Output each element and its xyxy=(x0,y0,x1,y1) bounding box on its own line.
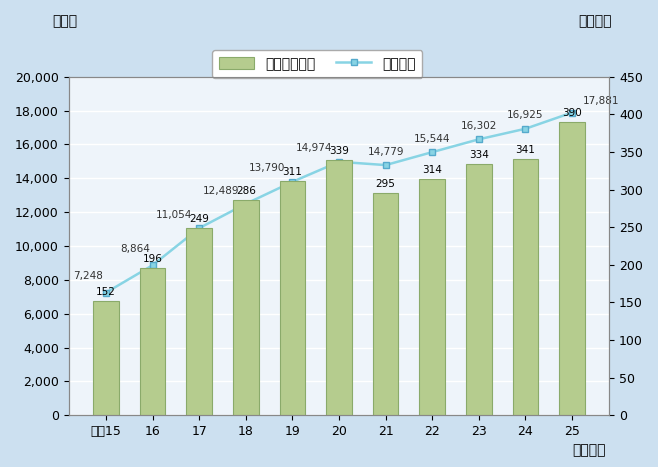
実施件数 xyxy=(195,226,203,231)
Legend: 研究費受入額, 実施件数: 研究費受入額, 実施件数 xyxy=(213,50,422,78)
実施件数 xyxy=(149,262,157,268)
Text: （億円）: （億円） xyxy=(578,14,612,28)
実施件数 xyxy=(242,201,250,207)
Bar xyxy=(186,228,212,415)
Text: 339: 339 xyxy=(329,146,349,156)
実施件数 xyxy=(475,136,483,142)
Text: 286: 286 xyxy=(236,186,256,196)
Text: 295: 295 xyxy=(376,179,395,189)
Bar xyxy=(93,301,119,415)
Text: （年度）: （年度） xyxy=(572,444,605,458)
実施件数 xyxy=(428,149,436,155)
Text: 14,779: 14,779 xyxy=(367,147,404,157)
Bar xyxy=(373,193,398,415)
Bar xyxy=(466,164,492,415)
Bar xyxy=(139,268,165,415)
Text: 341: 341 xyxy=(515,145,536,155)
実施件数 xyxy=(288,179,296,184)
Text: 311: 311 xyxy=(282,167,302,177)
Text: 15,544: 15,544 xyxy=(414,134,451,144)
Text: 196: 196 xyxy=(143,254,163,264)
Text: 334: 334 xyxy=(469,150,489,160)
Text: 16,925: 16,925 xyxy=(507,110,544,120)
Text: 11,054: 11,054 xyxy=(156,210,192,220)
Text: 7,248: 7,248 xyxy=(73,271,103,282)
Bar xyxy=(419,179,445,415)
Text: 390: 390 xyxy=(562,108,582,118)
Text: （件）: （件） xyxy=(53,14,78,28)
Text: 249: 249 xyxy=(190,214,209,224)
Text: 17,881: 17,881 xyxy=(583,96,620,106)
実施件数 xyxy=(102,290,110,295)
Text: 12,489: 12,489 xyxy=(203,185,239,196)
Bar xyxy=(559,122,585,415)
Text: 8,864: 8,864 xyxy=(120,244,150,254)
実施件数 xyxy=(521,126,529,132)
Text: 16,302: 16,302 xyxy=(461,121,497,131)
Text: 314: 314 xyxy=(422,165,442,175)
Text: 13,790: 13,790 xyxy=(249,163,286,174)
Bar xyxy=(326,160,352,415)
実施件数 xyxy=(568,110,576,115)
Bar xyxy=(513,159,538,415)
実施件数 xyxy=(335,159,343,164)
Bar xyxy=(233,200,259,415)
実施件数 xyxy=(382,163,390,168)
Line: 実施件数: 実施件数 xyxy=(103,109,576,296)
Text: 152: 152 xyxy=(96,287,116,297)
Text: 14,974: 14,974 xyxy=(295,143,332,154)
Bar xyxy=(280,181,305,415)
